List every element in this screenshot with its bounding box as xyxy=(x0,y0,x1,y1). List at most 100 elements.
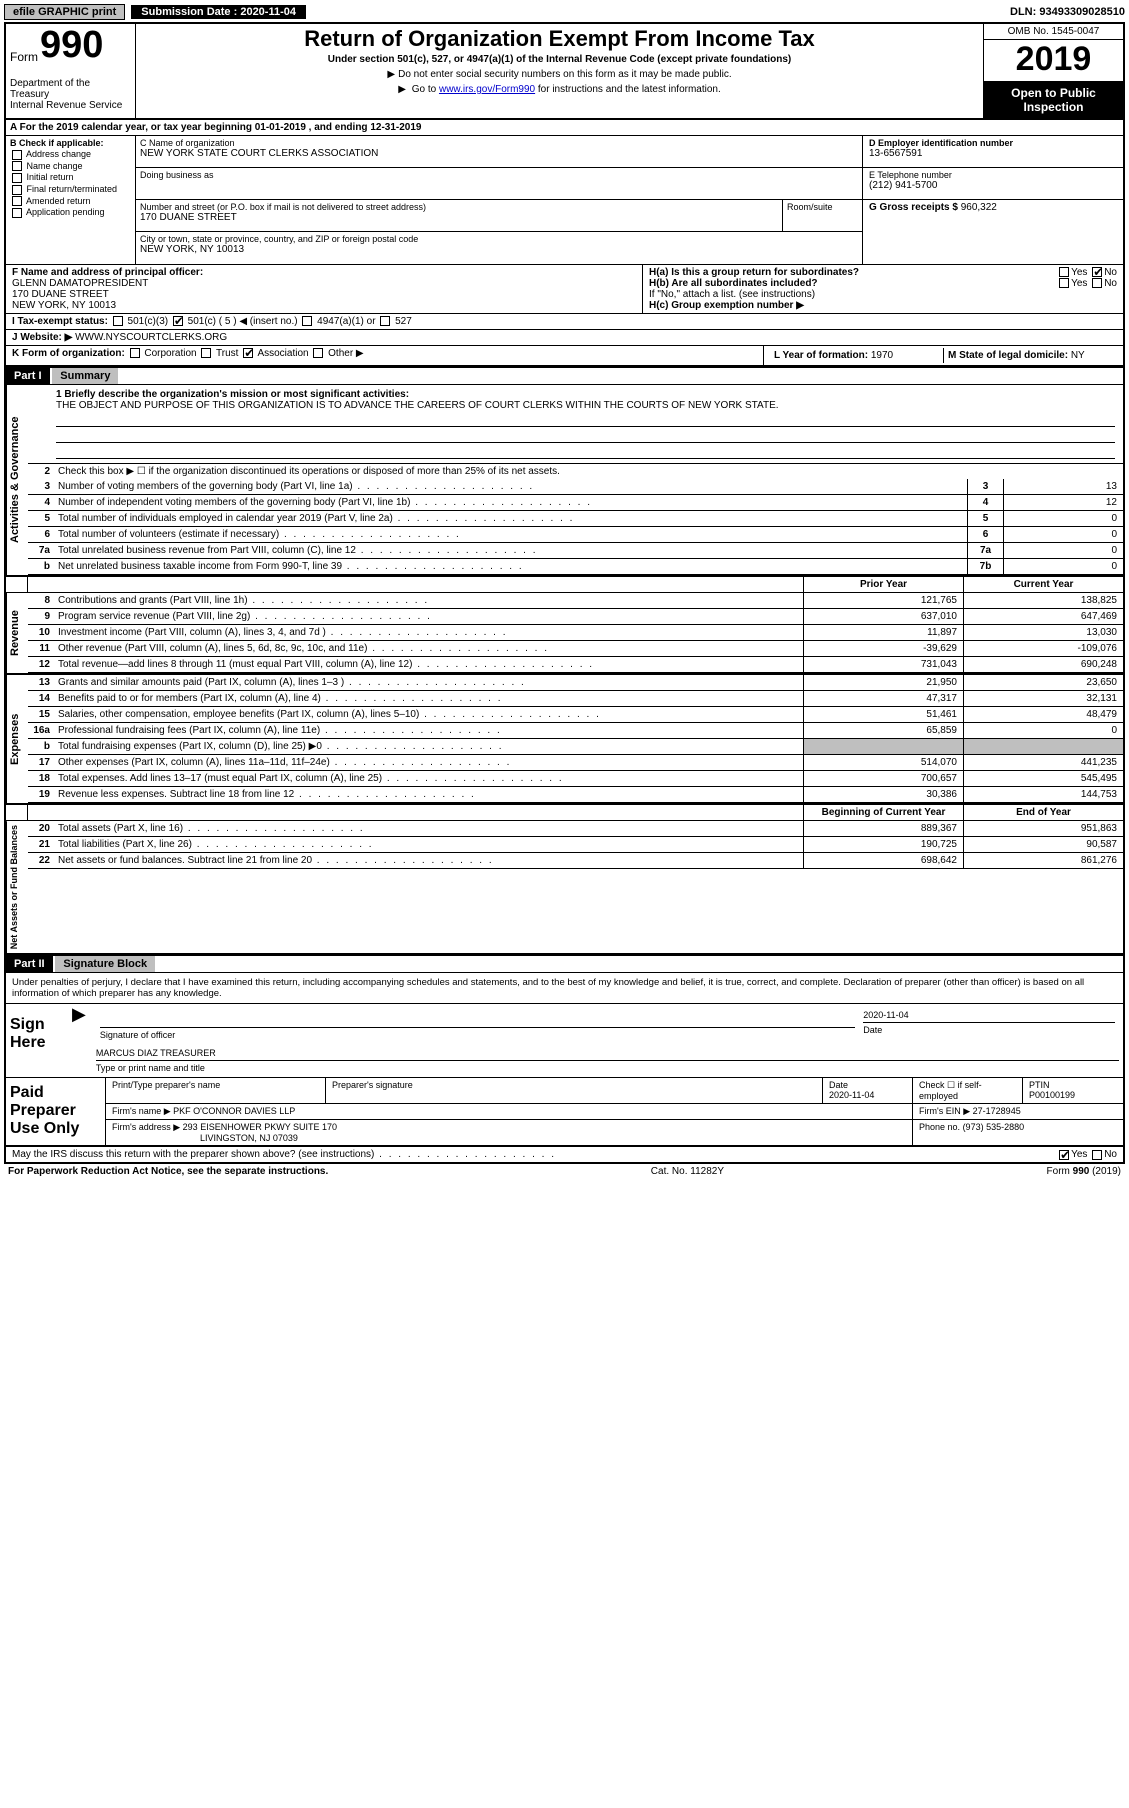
opt-4947: 4947(a)(1) or xyxy=(317,316,375,327)
data-row: 9Program service revenue (Part VIII, lin… xyxy=(28,609,1123,625)
row-num: 12 xyxy=(28,657,54,672)
irs-discuss-row: May the IRS discuss this return with the… xyxy=(6,1147,1123,1162)
colb-item-0[interactable]: Address change xyxy=(10,149,131,160)
opt-527: 527 xyxy=(395,316,412,327)
hb-yes-checkbox[interactable] xyxy=(1059,278,1069,288)
end-year-header: End of Year xyxy=(963,805,1123,820)
data-row: 14Benefits paid to or for members (Part … xyxy=(28,691,1123,707)
state-domicile-label: M State of legal domicile: xyxy=(948,350,1068,361)
row-box: 3 xyxy=(967,479,1003,494)
form-org-label: K Form of organization: xyxy=(12,348,125,359)
current-year-value xyxy=(963,739,1123,754)
form-word: Form xyxy=(10,50,38,64)
governance-row: 5Total number of individuals employed in… xyxy=(28,511,1123,527)
instruction-link: Go to www.irs.gov/Form990 for instructio… xyxy=(142,84,977,95)
assoc-checkbox[interactable] xyxy=(243,348,253,358)
current-year-value: -109,076 xyxy=(963,641,1123,656)
part1-bar: Part I Summary xyxy=(6,367,1123,385)
current-year-value: 690,248 xyxy=(963,657,1123,672)
row-num: 7a xyxy=(28,543,54,558)
row-num: 14 xyxy=(28,691,54,706)
other-checkbox[interactable] xyxy=(313,348,323,358)
ha-no-checkbox[interactable] xyxy=(1092,267,1102,277)
current-year-header: Current Year xyxy=(963,577,1123,592)
efile-button[interactable]: efile GRAPHIC print xyxy=(4,4,125,20)
firm-name-value: PKF O'CONNOR DAVIES LLP xyxy=(173,1106,295,1116)
row-box: 5 xyxy=(967,511,1003,526)
vtab-expenses: Expenses xyxy=(6,675,28,803)
self-employed-check[interactable]: Check ☐ if self-employed xyxy=(919,1080,1016,1101)
sign-arrow-icon: ▶ xyxy=(66,1004,92,1077)
website-label: J Website: ▶ xyxy=(12,332,72,343)
current-year-value: 441,235 xyxy=(963,755,1123,770)
firm-ein-label: Firm's EIN ▶ xyxy=(919,1106,970,1116)
name-title-label: Type or print name and title xyxy=(96,1063,1119,1073)
form-num: 990 xyxy=(40,26,103,64)
data-row: 13Grants and similar amounts paid (Part … xyxy=(28,675,1123,691)
col-b-header: B Check if applicable: xyxy=(10,138,131,148)
trust-checkbox[interactable] xyxy=(201,348,211,358)
501c-checkbox[interactable] xyxy=(173,316,183,326)
revenue-section: Revenue 8Contributions and grants (Part … xyxy=(6,593,1123,675)
revenue-headers: Prior Year Current Year xyxy=(6,577,1123,593)
row-label: Total number of volunteers (estimate if … xyxy=(54,527,967,542)
hb-yes: Yes xyxy=(1071,278,1087,289)
opt-trust: Trust xyxy=(216,348,238,359)
firm-addr-label: Firm's address ▶ xyxy=(112,1122,180,1132)
row-num: 21 xyxy=(28,837,54,852)
data-row: 15Salaries, other compensation, employee… xyxy=(28,707,1123,723)
prior-year-value: 30,386 xyxy=(803,787,963,802)
527-checkbox[interactable] xyxy=(380,316,390,326)
colb-item-4[interactable]: Amended return xyxy=(10,196,131,207)
row-num: 16a xyxy=(28,723,54,738)
row-label: Grants and similar amounts paid (Part IX… xyxy=(54,675,803,690)
ein-value: 13-6567591 xyxy=(869,148,1117,159)
row-num: 19 xyxy=(28,787,54,802)
h-a-label: H(a) Is this a group return for subordin… xyxy=(649,267,859,278)
instr-pre: Go to xyxy=(412,84,439,95)
row-num: 13 xyxy=(28,675,54,690)
irs-link[interactable]: www.irs.gov/Form990 xyxy=(439,84,535,95)
prior-year-value: 21,950 xyxy=(803,675,963,690)
501c3-checkbox[interactable] xyxy=(113,316,123,326)
discuss-yes-checkbox[interactable] xyxy=(1059,1150,1069,1160)
row-num: 3 xyxy=(28,479,54,494)
current-year-value: 23,650 xyxy=(963,675,1123,690)
prior-year-value xyxy=(803,739,963,754)
org-name-label: C Name of organization xyxy=(140,138,858,148)
colb-item-2[interactable]: Initial return xyxy=(10,172,131,183)
prior-year-header: Prior Year xyxy=(803,577,963,592)
discuss-yes: Yes xyxy=(1071,1149,1087,1160)
governance-row: 7aTotal unrelated business revenue from … xyxy=(28,543,1123,559)
ha-yes-checkbox[interactable] xyxy=(1059,267,1069,277)
4947-checkbox[interactable] xyxy=(302,316,312,326)
part2-title: Signature Block xyxy=(55,956,155,972)
discuss-no-checkbox[interactable] xyxy=(1092,1150,1102,1160)
row-box: 6 xyxy=(967,527,1003,542)
cat-number: Cat. No. 11282Y xyxy=(651,1166,724,1177)
part2-header: Part II xyxy=(6,956,53,972)
row-label: Benefits paid to or for members (Part IX… xyxy=(54,691,803,706)
room-suite: Room/suite xyxy=(782,200,862,231)
prior-year-value: 65,859 xyxy=(803,723,963,738)
colb-item-1[interactable]: Name change xyxy=(10,161,131,172)
corp-checkbox[interactable] xyxy=(130,348,140,358)
discuss-no: No xyxy=(1104,1149,1117,1160)
colb-item-3[interactable]: Final return/terminated xyxy=(10,184,131,195)
hb-no-checkbox[interactable] xyxy=(1092,278,1102,288)
ha-yes: Yes xyxy=(1071,267,1087,278)
row-label: Total expenses. Add lines 13–17 (must eq… xyxy=(54,771,803,786)
row-a-tax-year: A For the 2019 calendar year, or tax yea… xyxy=(6,120,1123,136)
colb-item-5[interactable]: Application pending xyxy=(10,207,131,218)
governance-row: 3Number of voting members of the governi… xyxy=(28,479,1123,495)
part1-header: Part I xyxy=(6,368,50,384)
sig-officer-label: Signature of officer xyxy=(100,1030,855,1040)
row-label: Program service revenue (Part VIII, line… xyxy=(54,609,803,624)
prior-year-value: 698,642 xyxy=(803,853,963,868)
ptin-label: PTIN xyxy=(1029,1080,1117,1090)
entity-block: B Check if applicable: Address change Na… xyxy=(6,136,1123,265)
part2-bar: Part II Signature Block xyxy=(6,955,1123,973)
prior-year-value: -39,629 xyxy=(803,641,963,656)
dln: DLN: 93493309028510 xyxy=(1010,6,1125,18)
row-klm: K Form of organization: Corporation Trus… xyxy=(6,346,1123,367)
